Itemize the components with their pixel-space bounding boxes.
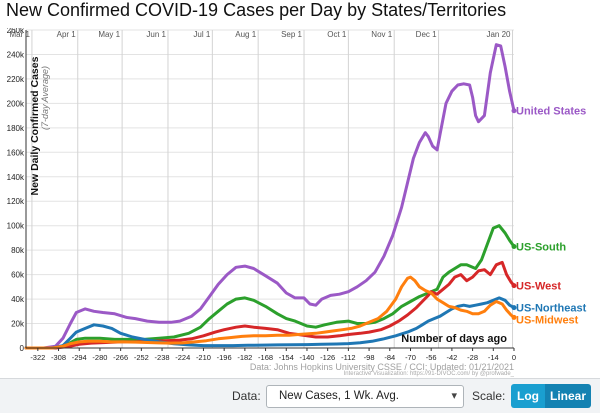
chart-title: New Confirmed COVID-19 Cases per Day by … bbox=[6, 0, 507, 20]
x-tick-label: -294 bbox=[72, 353, 87, 362]
x-tick-label: -98 bbox=[364, 353, 375, 362]
y-tick-label: 160k bbox=[7, 148, 25, 157]
series-line bbox=[24, 296, 516, 350]
y-tick-label: 0 bbox=[20, 344, 25, 353]
x-tick-label: 0 bbox=[512, 353, 516, 362]
x-tick-label: -210 bbox=[196, 353, 211, 362]
credit-note: Interactive Visualization: https://91-DI… bbox=[343, 371, 514, 377]
y-tick-label: 20k bbox=[11, 320, 25, 329]
linear-scale-button[interactable]: Linear bbox=[545, 384, 591, 408]
y-tick-label: 80k bbox=[11, 246, 25, 255]
x-tick-label: -266 bbox=[113, 353, 128, 362]
chart-axes: 0 20k 40k 60k 80k 100k 120k 140k 160k 180k 200k 220… bbox=[7, 28, 516, 362]
series-labels: United States US-South US-West US-Northeast… bbox=[516, 106, 587, 327]
y-axis-label: New Daily Confirmed Cases bbox=[29, 56, 41, 195]
month-label: Oct 1 bbox=[327, 30, 347, 39]
x-tick-label: -154 bbox=[279, 353, 294, 362]
month-label: Dec 1 bbox=[416, 30, 437, 39]
x-tick-label: -112 bbox=[341, 353, 355, 362]
series-line bbox=[24, 43, 516, 350]
log-scale-button[interactable]: Log bbox=[511, 384, 545, 408]
x-tick-label: -126 bbox=[320, 353, 335, 362]
series-label: United States bbox=[516, 106, 586, 118]
y-tick-label: 60k bbox=[11, 271, 25, 280]
line-chart: Mar 1 Apr 1 May 1 Jun 1 Jul 1 Aug 1 Sep 1 Oct 1… bbox=[7, 28, 587, 372]
series-end-point bbox=[511, 314, 517, 320]
month-label: Apr 1 bbox=[57, 30, 77, 39]
y-tick-label: 140k bbox=[7, 173, 25, 182]
x-tick-label: -322 bbox=[30, 353, 45, 362]
series-label: US-Midwest bbox=[516, 315, 579, 327]
x-tick-label: -84 bbox=[384, 353, 395, 362]
y-tick-label: 40k bbox=[11, 295, 25, 304]
y-tick-label: 180k bbox=[7, 124, 25, 133]
month-label: Mar 1 bbox=[9, 30, 30, 39]
month-label: Sep 1 bbox=[281, 30, 302, 39]
series-label: US-West bbox=[516, 281, 561, 293]
month-label: Aug 1 bbox=[235, 30, 256, 39]
x-tick-label: -42 bbox=[446, 353, 457, 362]
month-label: Jan 20 bbox=[486, 30, 511, 39]
x-tick-label: -70 bbox=[405, 353, 416, 362]
x-tick-label: -168 bbox=[258, 353, 273, 362]
series-end-point bbox=[511, 108, 517, 114]
y-tick-label: 100k bbox=[7, 222, 25, 231]
series-label: US-South bbox=[516, 241, 566, 253]
x-tick-label: -224 bbox=[175, 353, 190, 362]
chevron-down-icon: ▾ bbox=[451, 390, 457, 402]
x-tick-label: -308 bbox=[51, 353, 66, 362]
y-tick-label: 120k bbox=[7, 197, 25, 206]
y-tick-label: 240k bbox=[7, 50, 25, 59]
x-tick-label: -56 bbox=[426, 353, 437, 362]
y-axis-sublabel: (7-day Average) bbox=[40, 66, 50, 130]
month-label: Nov 1 bbox=[371, 30, 392, 39]
series-lines bbox=[24, 43, 517, 350]
series-end-point bbox=[511, 283, 517, 289]
x-tick-label: -140 bbox=[299, 353, 314, 362]
month-label: Jun 1 bbox=[146, 30, 166, 39]
y-tick-label: 260k bbox=[7, 28, 25, 35]
x-tick-label: -238 bbox=[155, 353, 170, 362]
x-tick-label: -182 bbox=[237, 353, 252, 362]
x-tick-label: -28 bbox=[467, 353, 478, 362]
x-tick-label: -252 bbox=[134, 353, 149, 362]
data-label: Data: bbox=[232, 389, 261, 403]
chart-grid bbox=[26, 29, 514, 349]
series-end-point bbox=[511, 305, 517, 311]
source-note: Data: Johns Hopkins University CSSE / CC… bbox=[250, 362, 514, 372]
month-label: Jul 1 bbox=[193, 30, 210, 39]
series-line bbox=[24, 275, 516, 350]
y-tick-label: 200k bbox=[7, 99, 25, 108]
controls-bar: Data: New Cases, 1 Wk. Avg. ▾ Scale: Log… bbox=[0, 378, 600, 413]
data-select[interactable]: New Cases, 1 Wk. Avg. ▾ bbox=[266, 385, 464, 408]
series-label: US-Northeast bbox=[516, 303, 587, 315]
x-axis-label: Number of days ago bbox=[401, 333, 507, 345]
month-label: May 1 bbox=[98, 30, 120, 39]
series-line bbox=[24, 224, 516, 350]
scale-label: Scale: bbox=[472, 389, 506, 403]
x-tick-label: -14 bbox=[488, 353, 499, 362]
x-tick-label: -196 bbox=[217, 353, 232, 362]
x-tick-label: -280 bbox=[92, 353, 107, 362]
y-tick-label: 220k bbox=[7, 75, 25, 84]
data-select-value: New Cases, 1 Wk. Avg. bbox=[279, 390, 399, 402]
series-end-point bbox=[511, 243, 517, 249]
